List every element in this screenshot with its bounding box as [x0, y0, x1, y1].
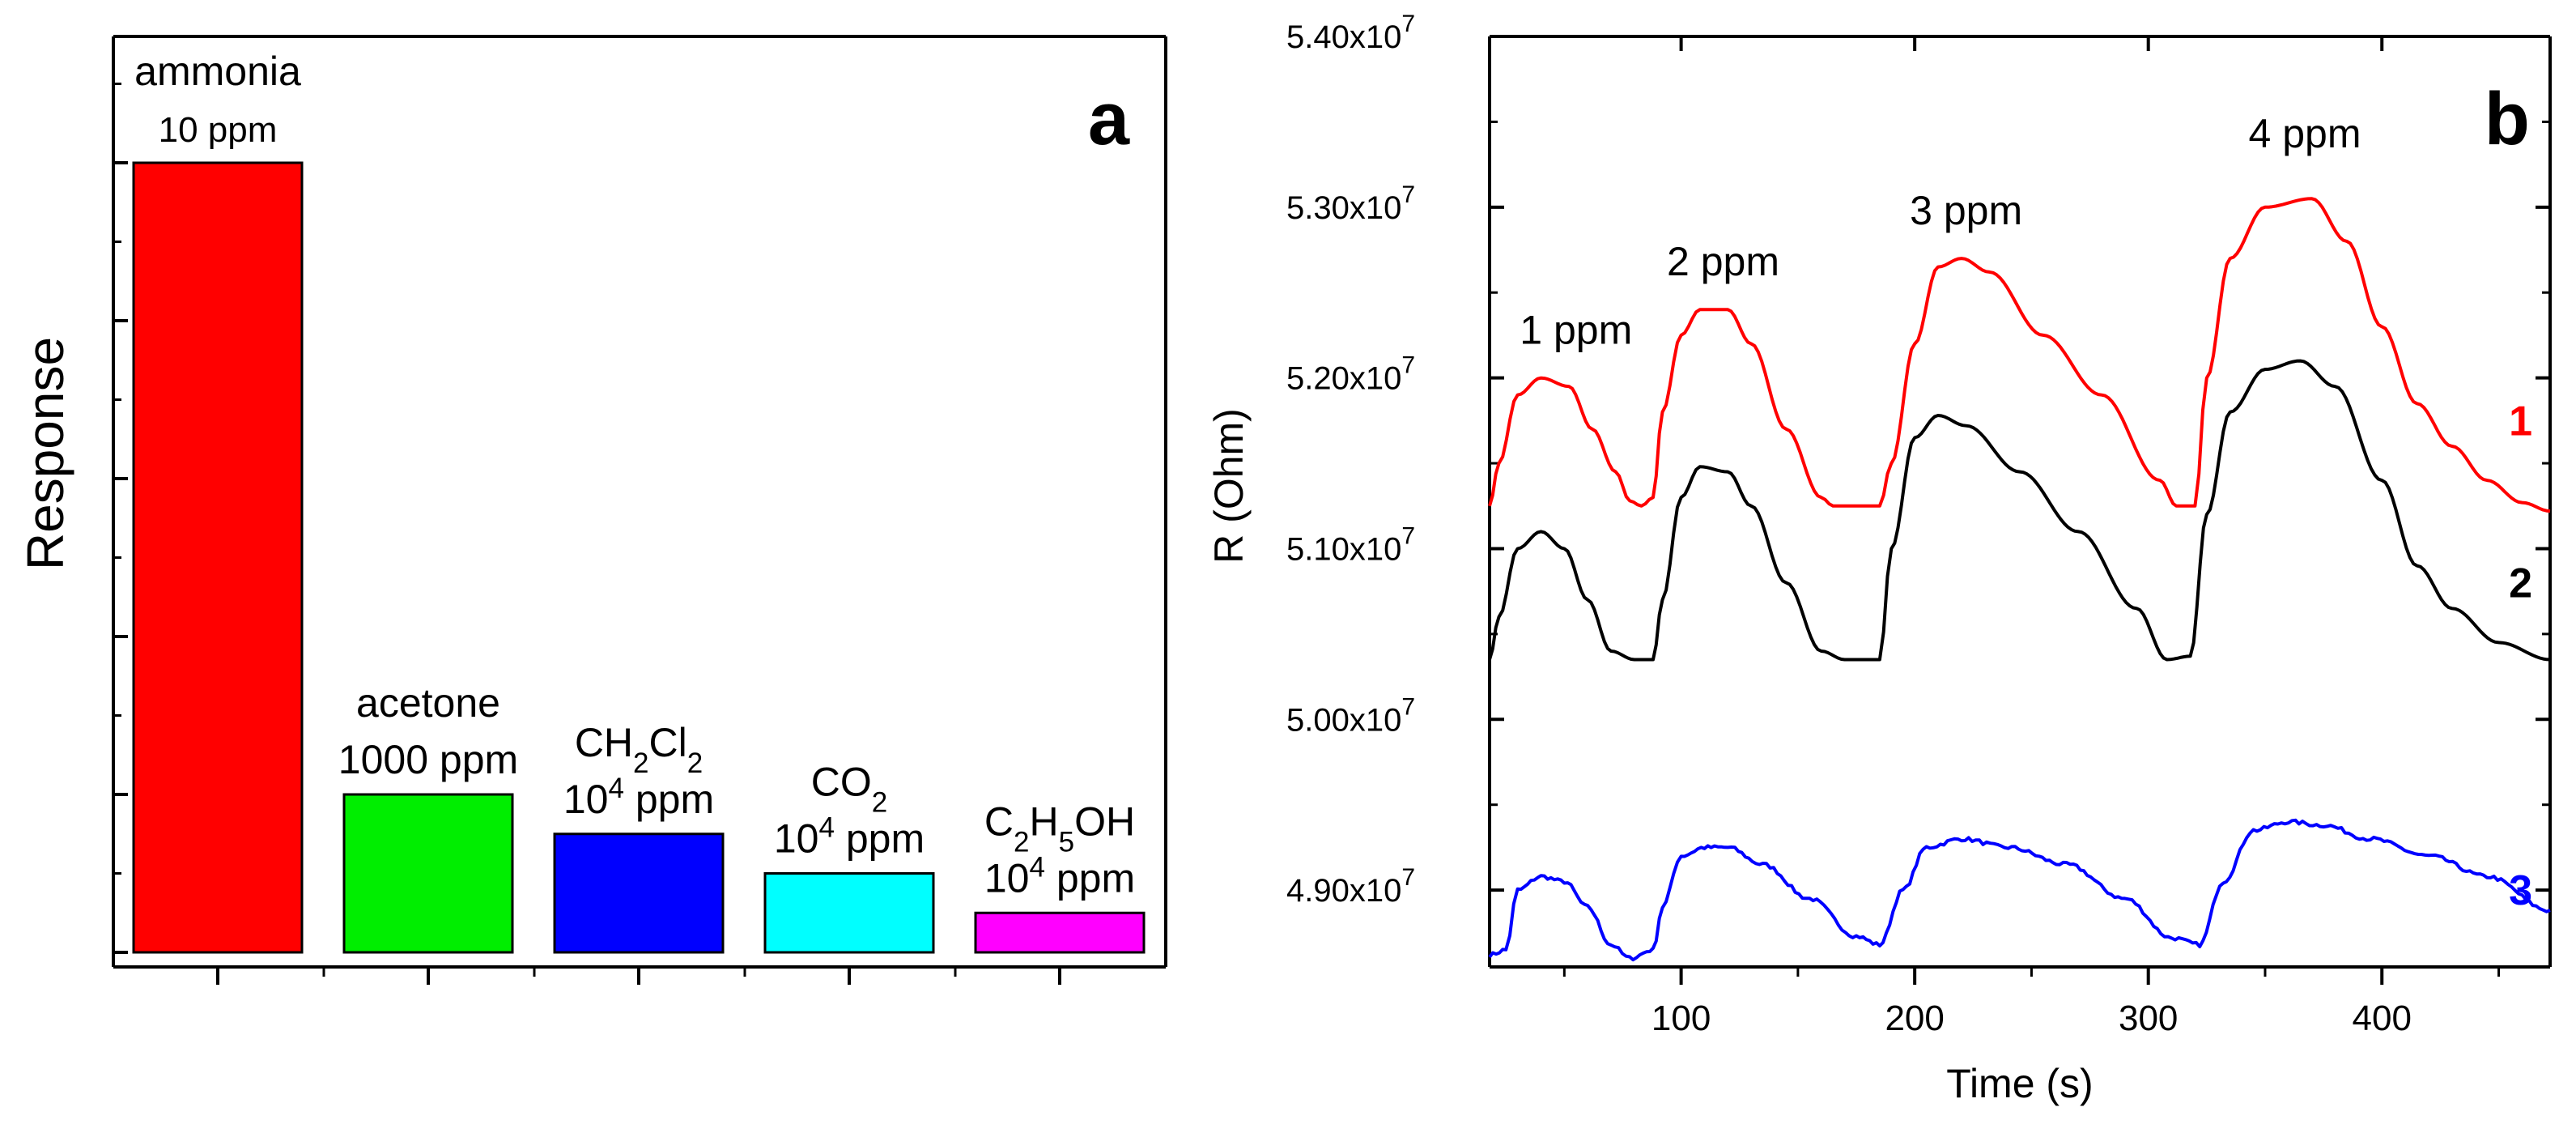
bar-label-concentration-ch2cl2: 104 ppm: [563, 772, 714, 822]
panel-b-y-tick-label: 5.30x107: [1286, 181, 1415, 226]
panel-b-line-chart: 4.90x107 5.00x107 5.10x107 5.20x107 5.30x107…: [1206, 11, 2552, 1106]
panel-b-annotations: 1 ppm 2 ppm 3 ppm 4 ppm: [1520, 111, 2361, 352]
panel-b-y-axis-title: R (Ohm): [1206, 408, 1252, 564]
series-1-line: [1488, 197, 2551, 513]
panel-b-x-ticks: 100 200 300 400: [1562, 36, 2501, 1038]
bar-label-concentration-c2h5oh: 104 ppm: [984, 851, 1135, 901]
panel-a-x-ticks: [216, 967, 1061, 985]
series-2-label: 2: [2509, 560, 2532, 607]
bar-label-gas-ammonia: ammonia: [134, 49, 301, 94]
annotation-concentration: 1 ppm: [1520, 307, 1632, 352]
panel-b-y-tick-label: 4.90x107: [1286, 864, 1415, 909]
panel-a-bars: [132, 161, 1146, 954]
bar-label-gas-ch2cl2: CH2Cl2: [575, 720, 703, 779]
series-3-line: [1488, 818, 2551, 962]
panel-b-x-axis-title: Time (s): [1946, 1061, 2093, 1106]
series-2-line: [1488, 359, 2551, 662]
bar-label-gas-c2h5oh: C2H5OH: [984, 798, 1135, 858]
panel-b-y-ticks: 4.90x107 5.00x107 5.10x107 5.20x107 5.30x107…: [1286, 11, 2550, 909]
panel-a-letter: a: [1088, 78, 1130, 160]
panel-b-y-tick-label: 5.40x107: [1286, 11, 1415, 55]
panel-b-x-tick-label: 100: [1651, 999, 1711, 1038]
panel-b-series: [1488, 197, 2551, 962]
bar-c2h5oh: [974, 911, 1146, 954]
panel-b-series-labels: 1 2 3: [2509, 398, 2532, 914]
bar-ch2cl2: [553, 833, 725, 954]
bar-label-concentration-acetone: 1000 ppm: [338, 737, 518, 782]
panel-b-letter: b: [2485, 78, 2530, 160]
bar-ammonia: [132, 161, 304, 954]
panel-b-y-tick-label: 5.00x107: [1286, 693, 1415, 738]
annotation-concentration: 2 ppm: [1667, 239, 1779, 284]
annotation-concentration: 3 ppm: [1910, 188, 2022, 233]
bar-label-concentration-ammonia: 10 ppm: [159, 110, 278, 150]
panel-b-y-tick-label: 5.20x107: [1286, 352, 1415, 397]
series-1-label: 1: [2509, 398, 2532, 445]
series-3-label: 3: [2509, 867, 2532, 914]
bar-co2: [763, 872, 935, 954]
panel-b-x-tick-label: 300: [2119, 999, 2178, 1038]
panel-b-x-tick-label: 200: [1885, 999, 1944, 1038]
panel-a-y-axis-title: Response: [16, 337, 74, 570]
bar-acetone: [342, 793, 514, 954]
annotation-concentration: 4 ppm: [2249, 111, 2361, 156]
panel-b-y-tick-label: 5.10x107: [1286, 522, 1415, 567]
panel-a-y-ticks: [113, 83, 128, 954]
bar-label-concentration-co2: 104 ppm: [774, 811, 925, 862]
bar-label-gas-acetone: acetone: [356, 680, 500, 726]
panel-b-x-tick-label: 400: [2353, 999, 2412, 1038]
bar-label-gas-co2: CO2: [811, 760, 887, 819]
